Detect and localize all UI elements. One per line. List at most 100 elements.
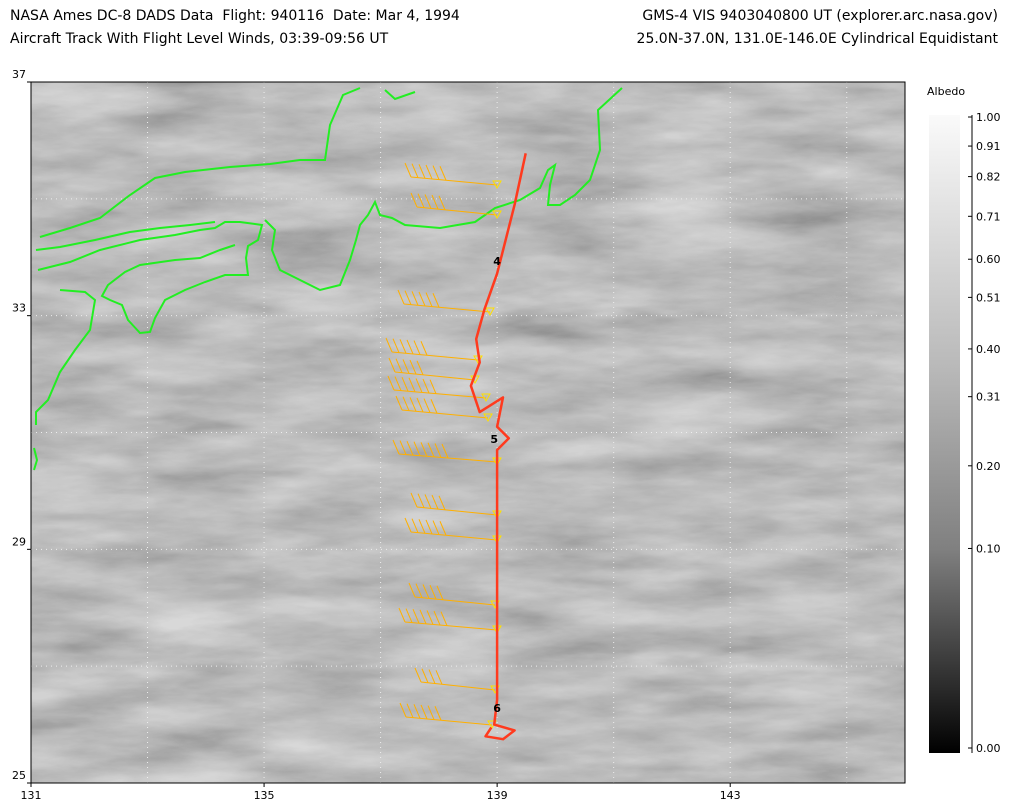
colorbar-tick-label: 0.91	[976, 140, 1001, 153]
barb-flag	[422, 584, 430, 599]
barb-staff	[410, 531, 498, 541]
barb-flag	[429, 584, 437, 600]
barb-flag	[416, 397, 424, 413]
barb-staff	[391, 351, 479, 361]
barb-flag	[422, 378, 430, 394]
satellite-clouds	[31, 82, 905, 783]
colorbar-ticks: 1.00 0.91 0.82 0.71 0.60 0.51 0.40 0.31 0.20 0.10…	[968, 111, 1001, 755]
track-label: 5	[490, 433, 498, 446]
colorbar-tick-label: 0.10	[976, 542, 1001, 555]
track-marker	[492, 210, 502, 220]
barb-flag	[418, 519, 426, 534]
colorbar-tick-label: 0.20	[976, 460, 1001, 473]
track-marker	[483, 413, 493, 423]
track-marker	[485, 307, 495, 317]
barb-flag	[412, 609, 420, 624]
barb-flag	[440, 611, 448, 626]
map-area: 4 5 6	[31, 82, 905, 783]
track-label: 6	[493, 702, 501, 715]
colorbar-title: Albedo	[927, 85, 965, 98]
barb-flag	[425, 519, 433, 535]
barb-flag	[434, 706, 442, 721]
barb-staff	[410, 176, 498, 186]
barb-flag	[405, 608, 413, 623]
barb-flag	[429, 379, 437, 394]
barb-flag	[413, 340, 421, 355]
barb-staff	[405, 716, 493, 726]
barb-flag	[423, 398, 431, 413]
coastline	[384, 89, 416, 101]
barb-flag	[428, 669, 436, 684]
barb-staff	[404, 621, 498, 631]
barb-flag	[411, 518, 419, 533]
barb-flag	[404, 162, 412, 178]
barb-flag	[431, 194, 439, 210]
barb-flag	[410, 192, 418, 208]
x-tick-label: 139	[487, 789, 508, 802]
barb-flag	[438, 195, 446, 210]
colorbar-tick-label: 0.71	[976, 210, 1001, 223]
barb-flag	[439, 166, 447, 181]
header-source: GMS-4 VIS 9403040800 UT (explorer.arc.na…	[642, 8, 998, 24]
barb-flag	[408, 582, 416, 598]
barb-flag	[441, 443, 449, 459]
coastline	[33, 447, 39, 471]
barb-flag	[414, 667, 422, 683]
coastline	[39, 87, 361, 238]
barb-flag	[413, 704, 421, 719]
barb-flag	[420, 341, 428, 356]
coastlines	[33, 87, 623, 471]
wind-barbs	[385, 162, 502, 730]
barb-staff	[403, 303, 491, 313]
y-tick-label: 33	[12, 302, 26, 315]
barb-flag	[409, 359, 417, 375]
barb-flag	[426, 610, 434, 625]
x-tick-label: 131	[21, 789, 42, 802]
barb-flag	[395, 358, 403, 373]
barb-staff	[420, 681, 496, 691]
barb-flag	[399, 702, 407, 718]
barb-flag	[399, 440, 407, 455]
barb-flag	[420, 442, 428, 457]
barb-flag	[435, 670, 443, 685]
barb-flag	[408, 377, 416, 393]
barb-flag	[388, 357, 396, 373]
barb-flag	[410, 492, 418, 508]
coastline	[35, 221, 216, 251]
track-layer: 4 5 6	[469, 153, 527, 741]
coastline	[37, 221, 264, 335]
barb-flag	[392, 439, 400, 455]
colorbar	[929, 115, 960, 753]
barb-flag	[411, 291, 419, 306]
barb-flag	[417, 493, 425, 508]
y-tick-label: 29	[12, 535, 26, 548]
track-marker	[492, 180, 502, 190]
barb-flag	[427, 705, 435, 720]
header-projection: 25.0N-37.0N, 131.0E-146.0E Cylindrical E…	[637, 31, 999, 47]
barb-flag	[418, 291, 426, 307]
barb-flag	[402, 359, 410, 374]
barb-flag	[432, 293, 440, 308]
barb-flag	[402, 396, 410, 411]
colorbar-tick-label: 0.00	[976, 742, 1001, 755]
barb-flag	[415, 583, 423, 598]
barb-flag	[387, 375, 395, 391]
grid	[31, 82, 905, 783]
colorbar-tick-label: 0.31	[976, 391, 1001, 404]
header-title: NASA Ames DC-8 DADS Data Flight: 940116 …	[10, 8, 460, 24]
barb-flag	[404, 517, 412, 533]
barb-flag	[394, 376, 402, 391]
barb-flag	[436, 585, 444, 600]
barb-flag	[406, 339, 414, 355]
barb-flag	[433, 610, 441, 626]
barb-flag	[421, 668, 429, 683]
barb-flag	[427, 442, 435, 458]
barb-flag	[425, 164, 433, 180]
barb-flag	[404, 290, 412, 305]
barb-flag	[413, 441, 421, 456]
barb-flag	[418, 164, 426, 179]
colorbar-tick-label: 0.51	[976, 291, 1001, 304]
map-frame	[30, 81, 906, 784]
coastline	[35, 289, 97, 425]
barb-flag	[419, 609, 427, 625]
